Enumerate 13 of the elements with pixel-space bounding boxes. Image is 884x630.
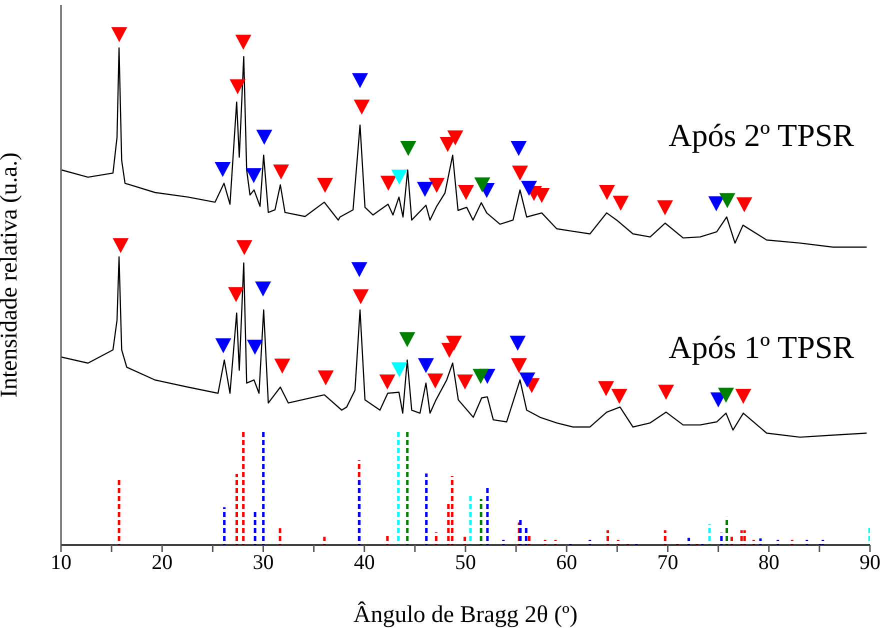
x-tick-label: 10 xyxy=(50,550,72,574)
y-axis-title: Intensidade relativa (u.a.) xyxy=(0,152,23,398)
x-axis-title: Ângulo de Bragg 2θ (º) xyxy=(353,601,578,628)
x-tick-label: 80 xyxy=(758,550,780,574)
x-tick-label: 30 xyxy=(252,550,274,574)
x-tick-label: 50 xyxy=(455,550,476,574)
annotation: Após 1º TPSR xyxy=(668,329,854,366)
x-tick-label: 20 xyxy=(152,550,173,574)
x-tick-label: 60 xyxy=(556,550,578,574)
annotation: Após 2º TPSR xyxy=(668,117,854,154)
x-tick-label: 90 xyxy=(860,550,880,574)
x-tick-label: 40 xyxy=(354,550,375,574)
x-tick-label: 70 xyxy=(657,550,678,574)
